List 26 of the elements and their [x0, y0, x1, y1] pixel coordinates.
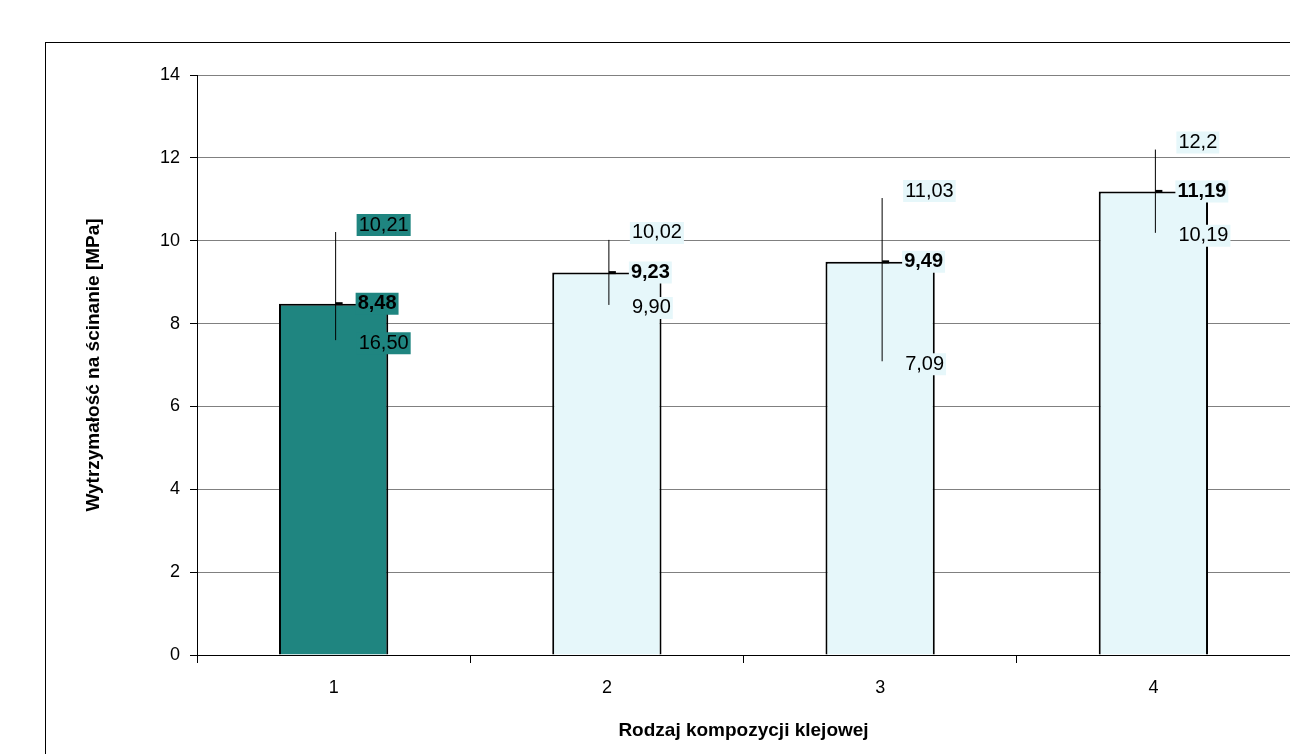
y-tick-label: 12 — [159, 146, 180, 167]
data-label: 11,19 — [1177, 178, 1227, 201]
data-label: 8,48 — [357, 291, 397, 314]
annotation: 16,50 — [358, 330, 409, 353]
annotation: 9,90 — [631, 295, 671, 318]
x-tick-label: 3 — [875, 676, 886, 697]
y-tick-label: 0 — [169, 643, 180, 664]
y-tick-label: 8 — [169, 312, 180, 333]
annotation: 10,02 — [631, 220, 682, 243]
annotation: 12,2 — [1178, 130, 1218, 153]
y-tick-label: 10 — [159, 229, 180, 250]
x-axis-title: Rodzaj kompozycji klejowej — [618, 718, 869, 740]
y-tick-label: 4 — [169, 478, 180, 499]
annotation: 10,19 — [1178, 223, 1229, 246]
y-axis-title: Wytrzymałość na ścinanie [MPa] — [81, 218, 103, 512]
data-label: 9,49 — [904, 249, 944, 272]
y-tick-label: 14 — [159, 63, 180, 84]
y-tick-label: 2 — [169, 561, 180, 582]
x-tick-label: 2 — [601, 676, 612, 697]
x-tick-label: 4 — [1148, 676, 1159, 697]
annotation: 11,03 — [905, 178, 954, 201]
y-tick-label: 6 — [169, 395, 180, 416]
annotation: 7,09 — [905, 351, 945, 374]
data-label: 9,23 — [630, 260, 670, 283]
annotation: 10,21 — [358, 212, 409, 235]
x-tick-label: 1 — [328, 676, 339, 697]
